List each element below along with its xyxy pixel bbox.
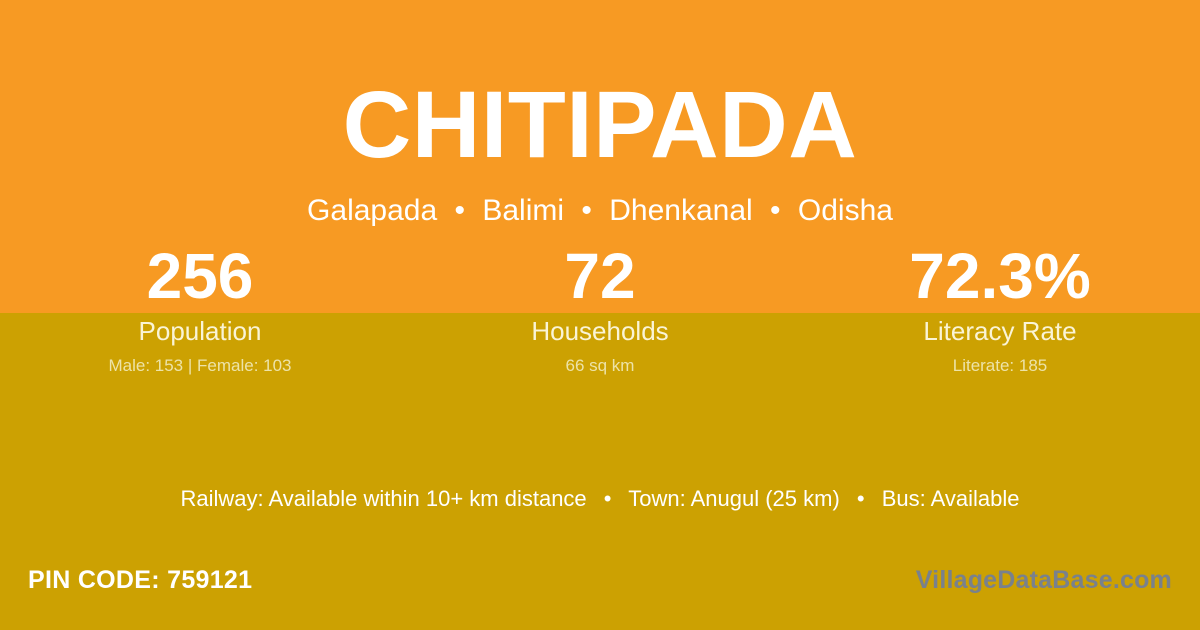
amenity-town: Town: Anugul (25 km) (628, 486, 840, 511)
stat-households: 72 Households 66 sq km (400, 240, 800, 376)
hero-band (0, 0, 1200, 313)
brand-watermark: VillageDataBase.com (915, 566, 1172, 594)
page-title: CHITIPADA (342, 72, 858, 178)
breadcrumb-part-2: Dhenkanal (609, 194, 753, 227)
stat-sub-households: 66 sq km (565, 356, 635, 375)
amenity-separator-1: • (856, 486, 865, 511)
stat-sub-literacy-rate: Literate: 185 (952, 356, 1048, 375)
stat-label-population: Population (138, 316, 262, 346)
stat-label-households: Households (531, 316, 669, 346)
stat-value-literacy-rate: 72.3% (909, 240, 1091, 312)
stat-value-population: 256 (146, 240, 254, 312)
footer: PIN CODE: 759121 VillageDataBase.com (0, 538, 1200, 630)
stat-value-households: 72 (564, 240, 636, 312)
breadcrumb-separator-1: • (581, 194, 592, 227)
amenity-bus: Bus: Available (881, 486, 1020, 511)
stat-population: 256 Population Male: 153 | Female: 103 (0, 240, 400, 376)
breadcrumb-separator-2: • (770, 194, 781, 227)
breadcrumb-part-0: Galapada (307, 194, 438, 227)
amenity-railway: Railway: Available within 10+ km distanc… (180, 486, 587, 511)
pin-code: PIN CODE: 759121 (28, 566, 253, 594)
amenities-row: Railway: Available within 10+ km distanc… (0, 483, 1200, 515)
breadcrumb-separator-0: • (454, 194, 466, 227)
header: CHITIPADA Galapada • Balimi • Dhenkanal … (0, 0, 1200, 229)
amenity-separator-0: • (603, 486, 612, 511)
breadcrumb-part-1: Balimi (482, 194, 565, 227)
stat-literacy-rate: 72.3% Literacy Rate Literate: 185 (800, 240, 1200, 376)
breadcrumb: Galapada • Balimi • Dhenkanal • Odisha (0, 173, 1200, 229)
breadcrumb-part-3: Odisha (797, 194, 893, 227)
stat-label-literacy-rate: Literacy Rate (923, 316, 1077, 346)
stats-row: 256 Population Male: 153 | Female: 103 7… (0, 240, 1200, 376)
stat-sub-population: Male: 153 | Female: 103 (108, 356, 292, 375)
